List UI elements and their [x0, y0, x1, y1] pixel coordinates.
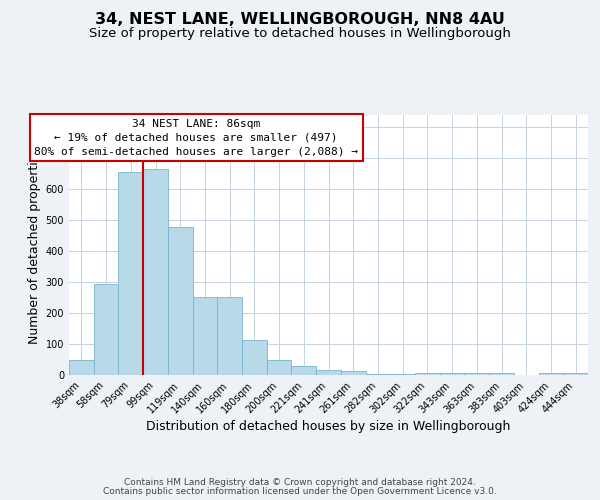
Bar: [292, 366, 316, 375]
Text: 34, NEST LANE, WELLINGBOROUGH, NN8 4AU: 34, NEST LANE, WELLINGBOROUGH, NN8 4AU: [95, 12, 505, 28]
Bar: [193, 297, 217, 375]
Bar: [539, 372, 563, 375]
Text: 34 NEST LANE: 86sqm
← 19% of detached houses are smaller (497)
80% of semi-detac: 34 NEST LANE: 86sqm ← 19% of detached ho…: [34, 119, 358, 157]
X-axis label: Distribution of detached houses by size in Wellingborough: Distribution of detached houses by size …: [146, 420, 511, 434]
Bar: [242, 340, 267, 375]
Y-axis label: Number of detached properties: Number of detached properties: [28, 146, 41, 344]
Bar: [217, 297, 242, 375]
Bar: [69, 360, 94, 375]
Bar: [440, 372, 464, 375]
Bar: [94, 284, 118, 375]
Text: Contains public sector information licensed under the Open Government Licence v3: Contains public sector information licen…: [103, 487, 497, 496]
Bar: [267, 360, 292, 375]
Bar: [118, 172, 143, 375]
Bar: [390, 374, 415, 375]
Bar: [365, 374, 390, 375]
Bar: [464, 372, 489, 375]
Bar: [168, 228, 193, 375]
Bar: [316, 370, 341, 375]
Text: Contains HM Land Registry data © Crown copyright and database right 2024.: Contains HM Land Registry data © Crown c…: [124, 478, 476, 487]
Bar: [143, 169, 168, 375]
Bar: [341, 371, 365, 375]
Text: Size of property relative to detached houses in Wellingborough: Size of property relative to detached ho…: [89, 28, 511, 40]
Bar: [489, 372, 514, 375]
Bar: [415, 372, 440, 375]
Bar: [563, 372, 588, 375]
